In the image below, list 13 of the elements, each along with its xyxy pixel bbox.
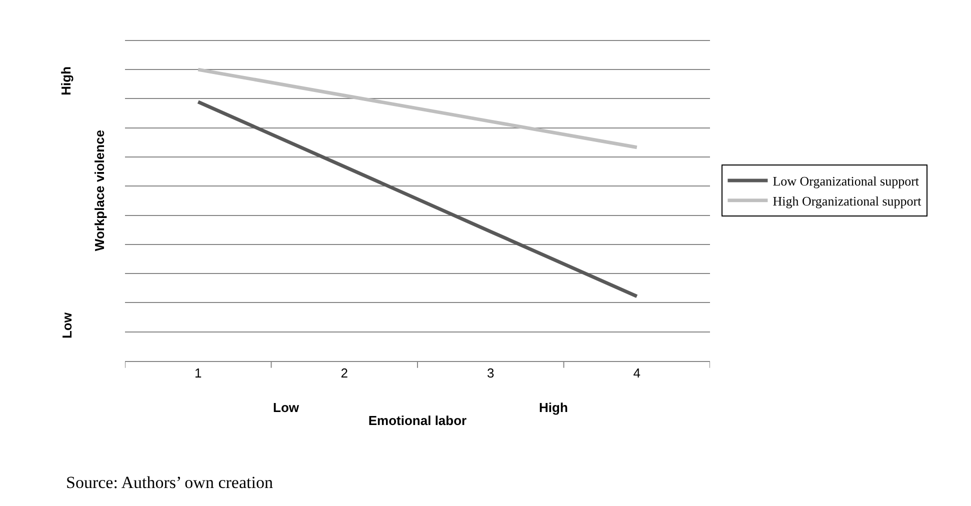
- y-axis-title: Workplace violence: [92, 130, 107, 252]
- text: Low: [273, 400, 300, 415]
- legend-label: Low Organizational support: [772, 174, 920, 189]
- legend-label: High Organizational support: [772, 193, 922, 208]
- x-tick-label: 4: [633, 366, 640, 381]
- text: High: [539, 400, 568, 415]
- source-note: Source: Authors’ own creation: [66, 473, 274, 492]
- x-tick-label: 2: [340, 366, 348, 381]
- text: High: [58, 66, 74, 96]
- x-axis-title: Emotional labor: [368, 413, 467, 428]
- x-tick-label: 1: [194, 366, 202, 381]
- x-tick-label: 3: [487, 366, 494, 381]
- text: Low: [59, 312, 74, 339]
